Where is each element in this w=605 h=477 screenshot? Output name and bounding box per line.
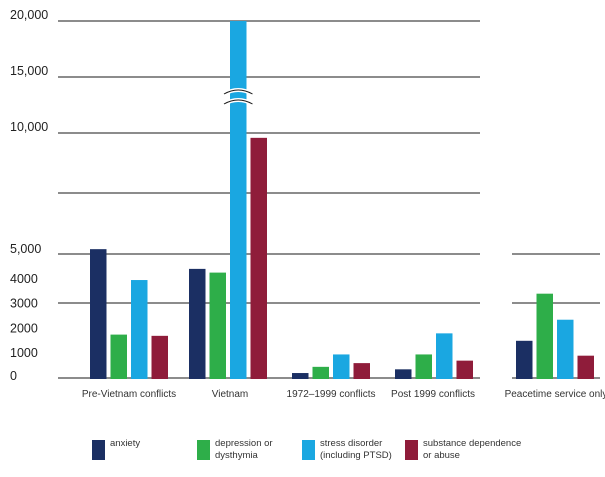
legend-label: anxiety [110,438,140,449]
y-tick-label: 0 [10,369,17,383]
y-tick-label: 15,000 [10,64,48,78]
bar [557,319,574,379]
bar [415,354,432,379]
bar [436,333,453,379]
bar [250,137,267,379]
bar [90,249,107,379]
category-label: 1972–1999 conflicts [287,389,376,400]
y-tick-label: 5,000 [10,242,41,256]
legend-swatch [197,440,210,460]
legend-label: or abuse [423,450,460,461]
y-tick-label: 3000 [10,297,38,311]
x-axis-category-labels: Pre-Vietnam conflicts Vietnam 1972–1999 co… [82,389,605,400]
bar [577,355,594,379]
bar [312,366,329,379]
legend-label: dysthymia [215,450,258,461]
bar [333,354,350,379]
bar [292,373,309,379]
axis-break-line [223,99,253,105]
bar [110,334,127,379]
bar [151,335,168,379]
bar [131,280,148,379]
legend-label: stress disorder [320,438,382,449]
y-tick-label: 10,000 [10,120,48,134]
bar [209,272,226,379]
bar [353,363,370,379]
y-tick-label: 20,000 [10,8,48,22]
legend-swatch [92,440,105,460]
category-label: Post 1999 conflicts [391,389,475,400]
bar [230,21,247,379]
category-label: Pre-Vietnam conflicts [82,389,176,400]
legend-swatch [405,440,418,460]
bar [395,369,412,379]
category-label: Vietnam [212,389,249,400]
gridlines [58,20,600,379]
bar [189,268,206,379]
axis-break-line [223,89,253,95]
y-tick-label: 1000 [10,346,38,360]
bars [90,21,594,379]
y-tick-label: 4000 [10,272,38,286]
bar [536,293,553,379]
category-label: Peacetime service only [505,389,605,400]
legend-label: (including PTSD) [320,450,392,461]
y-axis-tick-labels: 0 1000 2000 3000 4000 5,000 10,000 15,000 20,000 [10,8,48,383]
axis-break-mark [223,88,254,106]
bar [516,340,533,379]
bar [456,360,473,379]
legend-label: depression or [215,438,273,449]
y-tick-label: 2000 [10,321,38,335]
legend-swatch [302,440,315,460]
legend-label: substance dependence [423,438,521,449]
